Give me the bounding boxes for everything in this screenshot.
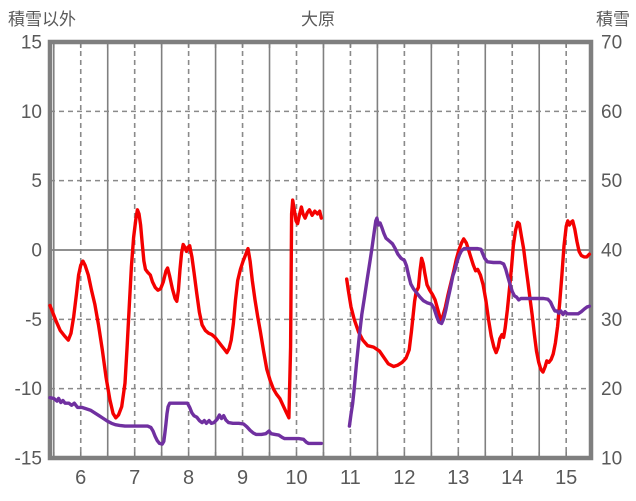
x-axis-tick-label: 10: [285, 467, 307, 489]
right-axis-tick-label: 50: [601, 171, 622, 192]
x-axis-tick-label: 13: [447, 467, 469, 489]
right-axis-tick-label: 10: [601, 449, 622, 470]
series-line-snow-depth: [48, 396, 323, 446]
plot-frame: [47, 39, 594, 461]
series-line-temperature: [345, 219, 592, 374]
left-axis-tick-label: 5: [31, 171, 42, 192]
right-axis-tick-label: 30: [601, 310, 622, 331]
right-axis-tick-label: 40: [601, 241, 622, 262]
series-line-snow-depth: [347, 216, 592, 428]
x-axis-tick-label: 6: [75, 467, 86, 489]
x-axis-tick-label: 8: [183, 467, 194, 489]
right-axis-tick-label: 20: [601, 379, 622, 400]
frame-layer: [47, 39, 594, 461]
series-line-temperature: [48, 198, 323, 420]
right-axis-tick-label: 70: [601, 33, 622, 54]
x-axis-tick-label: 11: [340, 467, 361, 489]
left-axis-tick-label: 0: [31, 241, 42, 262]
x-axis-tick-label: 7: [129, 467, 140, 489]
left-axis-title: 積雪以外: [8, 10, 76, 29]
gridlines-layer: [50, 42, 591, 458]
page-title: 大原: [301, 10, 335, 29]
left-axis-tick-label: -5: [25, 310, 42, 331]
series-layer: [48, 198, 592, 446]
left-axis-tick-label: -15: [15, 449, 42, 470]
x-axis-tick-label: 14: [501, 467, 523, 489]
left-axis-tick-label: 15: [21, 33, 42, 54]
x-axis-tick-label: 15: [555, 467, 577, 489]
x-axis-tick-label: 9: [237, 467, 248, 489]
right-axis-title: 積雪: [596, 10, 630, 29]
left-axis-tick-label: -10: [15, 379, 42, 400]
left-axis-tick-label: 10: [21, 102, 42, 123]
x-axis-tick-label: 12: [393, 467, 415, 489]
right-axis-tick-label: 60: [601, 102, 622, 123]
